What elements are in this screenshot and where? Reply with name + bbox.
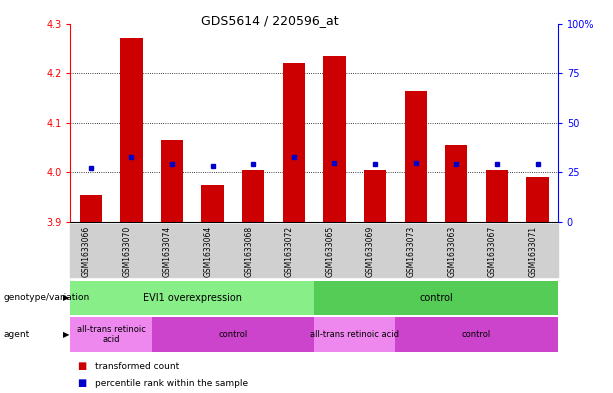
Text: ▶: ▶ [63,330,69,339]
Text: percentile rank within the sample: percentile rank within the sample [95,379,248,387]
Bar [445,145,468,222]
Text: GSM1633064: GSM1633064 [204,226,213,277]
Text: transformed count: transformed count [95,362,179,371]
Bar [202,185,224,222]
Bar [323,56,346,222]
Text: GSM1633071: GSM1633071 [528,226,538,277]
Text: ■: ■ [77,361,86,371]
Text: control: control [218,330,248,339]
Text: GSM1633074: GSM1633074 [163,226,172,277]
Bar [364,170,386,222]
Text: GSM1633069: GSM1633069 [366,226,375,277]
Text: GSM1633072: GSM1633072 [285,226,294,277]
Text: GSM1633068: GSM1633068 [244,226,253,277]
Text: agent: agent [3,330,29,339]
Text: all-trans retinoic
acid: all-trans retinoic acid [77,325,145,344]
Bar [283,63,305,222]
Bar [161,140,183,222]
Bar [527,177,549,222]
Text: control: control [462,330,491,339]
Text: GDS5614 / 220596_at: GDS5614 / 220596_at [201,14,338,27]
Text: genotype/variation: genotype/variation [3,294,89,302]
Text: GSM1633063: GSM1633063 [447,226,456,277]
Text: EVI1 overexpression: EVI1 overexpression [143,293,242,303]
Text: GSM1633065: GSM1633065 [326,226,335,277]
Text: GSM1633066: GSM1633066 [82,226,91,277]
Text: ▶: ▶ [63,294,69,302]
Bar [405,90,427,222]
Text: GSM1633070: GSM1633070 [123,226,131,277]
Bar [485,170,508,222]
Text: all-trans retinoic acid: all-trans retinoic acid [310,330,399,339]
Bar [80,195,102,222]
Text: ■: ■ [77,378,86,388]
Text: control: control [419,293,453,303]
Text: GSM1633067: GSM1633067 [488,226,497,277]
Bar [242,170,264,222]
Text: GSM1633073: GSM1633073 [406,226,416,277]
Bar [120,39,143,222]
